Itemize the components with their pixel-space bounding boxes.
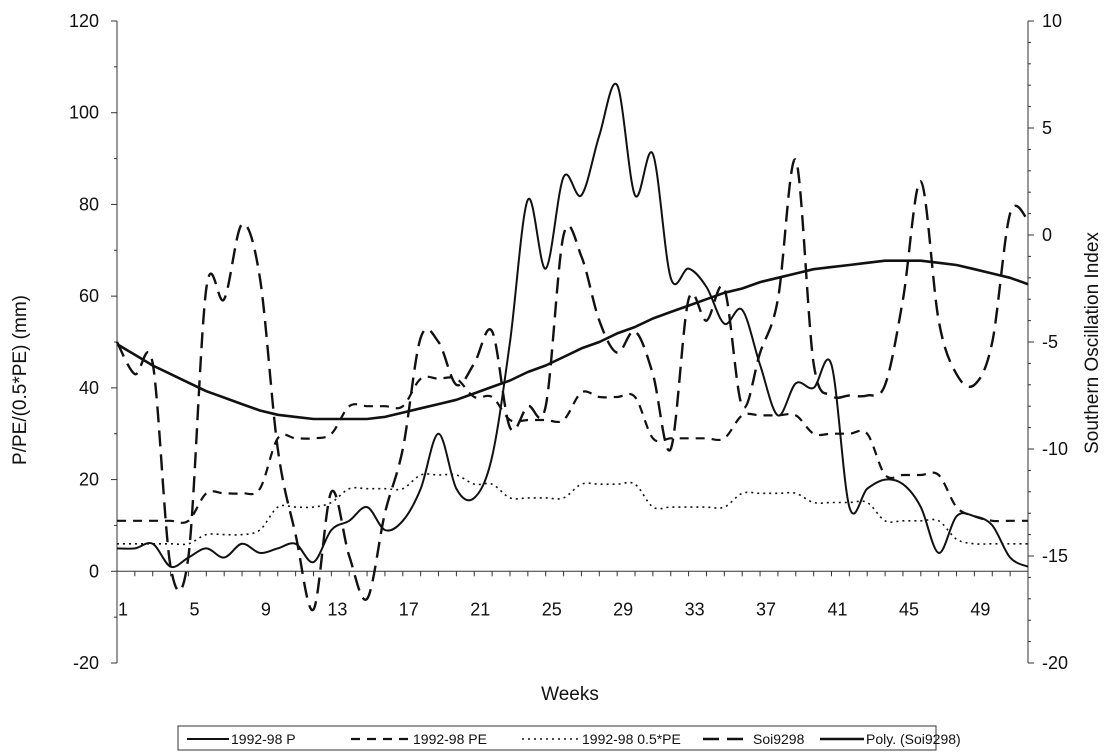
y-right-tick-label: -5 (1042, 332, 1058, 352)
series-line-5 (116, 259, 1029, 421)
y-left-tick-label: 120 (69, 11, 99, 31)
y-left-tick-label: 100 (69, 103, 99, 123)
y-left-tick-label: 60 (79, 286, 99, 306)
x-tick-label: 5 (189, 599, 199, 619)
legend-box (177, 725, 937, 751)
x-tick-label: 37 (756, 599, 776, 619)
x-tick-label: 13 (327, 599, 347, 619)
y-right-tick-label: 0 (1042, 225, 1052, 245)
series-line-1 (116, 82, 1029, 569)
y-right-tick-label: 10 (1042, 11, 1062, 31)
legend-label-5: Poly. (Soi9298) (866, 731, 961, 747)
x-axis-title: Weeks (541, 684, 599, 705)
series-line-4 (115, 158, 1029, 612)
x-tick-label: 33 (685, 599, 705, 619)
x-tick-label: 45 (899, 599, 919, 619)
y-left-tick-label: 20 (79, 470, 99, 490)
legend: 1992-98 P 1992-98 PE 1992-98 0.5*PE Soi9298… (177, 725, 961, 751)
y-right-tick-label: -20 (1042, 653, 1068, 673)
legend-label-3: 1992-98 0.5*PE (582, 731, 681, 747)
x-tick-label: 25 (542, 599, 562, 619)
legend-label-1: 1992-98 P (231, 731, 296, 747)
y-right-tick-label: -10 (1042, 439, 1068, 459)
series-line-2 (117, 375, 1028, 524)
y-axis-left-title: P/PE/(0.5*PE) (mm) (10, 295, 31, 465)
x-tick-label: 49 (970, 599, 990, 619)
legend-label-4: Soi9298 (753, 731, 805, 747)
y-left-tick-label: 80 (79, 194, 99, 214)
x-tick-label: 9 (261, 599, 271, 619)
x-tick-label: 17 (399, 599, 419, 619)
series-layer (115, 82, 1029, 612)
y-left-tick-label: 0 (89, 561, 99, 581)
legend-label-2: 1992-98 PE (413, 731, 487, 747)
series-line-3 (116, 473, 1028, 546)
y-right-tick-label: -15 (1042, 546, 1068, 566)
x-tick-label: 29 (613, 599, 633, 619)
y-left-tick-label: 40 (79, 378, 99, 398)
x-tick-label: 21 (470, 599, 490, 619)
y-axis-right-title: Southern Oscillation Index (1082, 232, 1103, 454)
x-tick-label: 41 (827, 599, 847, 619)
y-right-tick-label: 5 (1042, 118, 1052, 138)
y-left-tick-label: -20 (73, 653, 99, 673)
x-tick-label: 1 (118, 599, 128, 619)
